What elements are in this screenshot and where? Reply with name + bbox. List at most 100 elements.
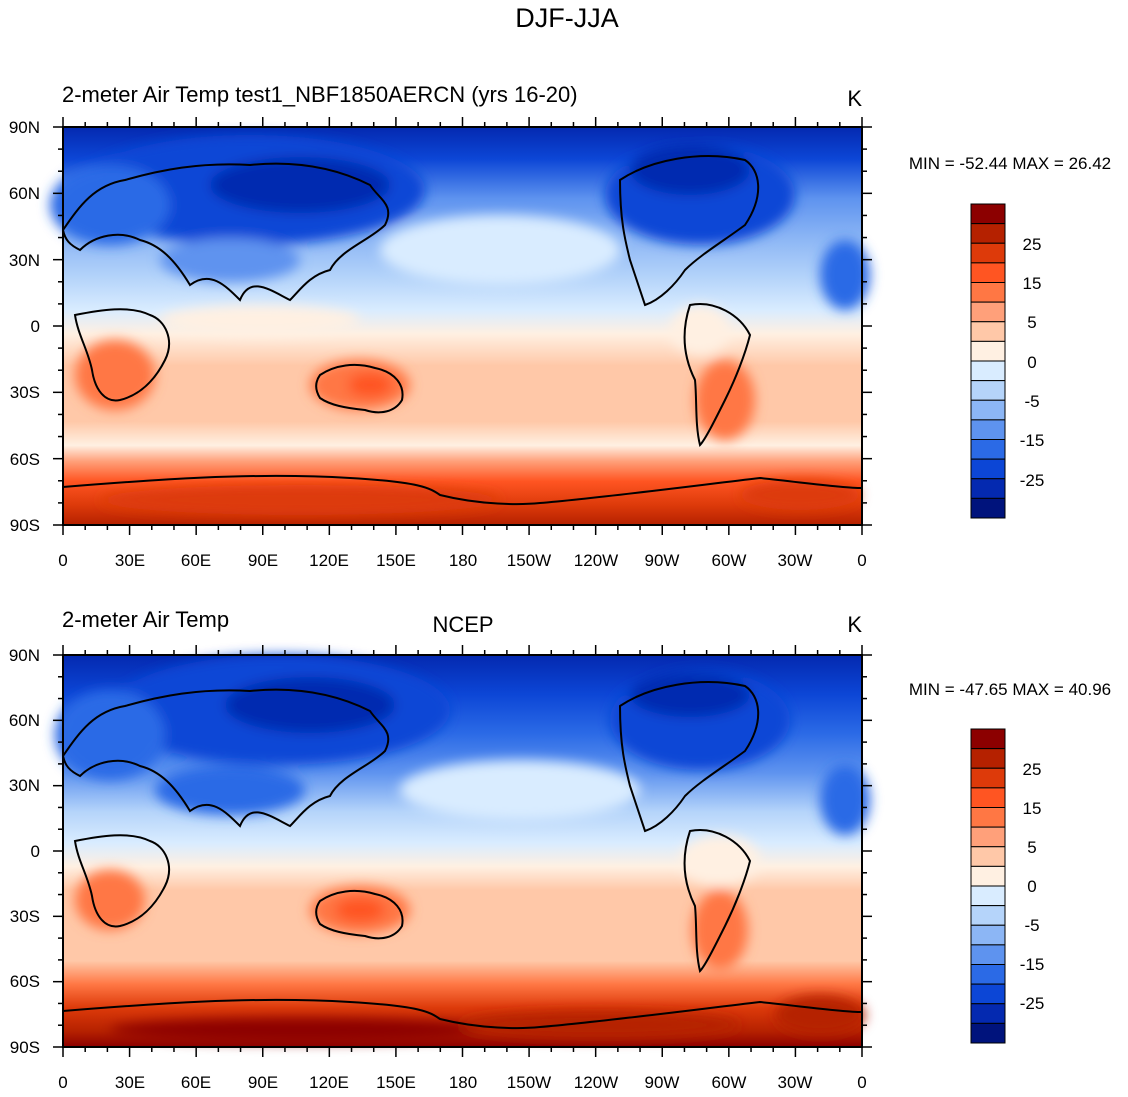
colorbar-label: -15 [1020,955,1045,974]
y-tick-label: 60N [9,184,40,203]
panel-1-stats: MIN = -52.44 MAX = 26.42 [909,154,1111,173]
y-tick-label: 30N [9,251,40,270]
colorbar-label: -15 [1020,431,1045,450]
colorbar-swatch [970,826,1006,848]
x-tick-label: 60E [181,551,211,570]
panel-2-y-tick-labels: 90N 60N 30N 0 30S 60S 90S [9,646,40,1057]
panel-2-colorbar-labels: 25 15 5 0 -5 -15 -25 [1020,760,1045,1013]
x-tick-label: 0 [857,1073,866,1092]
panel-2-x-tick-labels: 0 30E 60E 90E 120E 150E 180 150W 120W 90… [58,1073,866,1092]
panel-1-y-tick-labels: 90N 60N 30N 0 30S 60S 90S [9,118,40,535]
colorbar-label: -25 [1020,994,1045,1013]
x-tick-label: 60E [181,1073,211,1092]
panel-2-map [55,655,870,1047]
y-tick-label: 30N [9,776,40,795]
panel-2-temperature-anomalies [55,655,870,1042]
colorbar-label: -5 [1024,392,1039,411]
y-tick-label: 60N [9,711,40,730]
colorbar-swatch [970,262,1006,283]
colorbar-swatch [970,380,1006,401]
panel-1-colorbar-labels: 25 15 5 0 -5 -15 -25 [1020,235,1045,490]
x-tick-label: 90W [645,1073,680,1092]
panel-1-x-tick-labels: 0 30E 60E 90E 120E 150E 180 150W 120W 90… [58,551,866,570]
figure-title: DJF-JJA [515,3,619,33]
colorbar-swatch [970,865,1006,887]
x-tick-label: 30E [115,551,145,570]
x-tick-label: 90E [248,1073,278,1092]
colorbar-swatch [970,301,1006,323]
panel-1-map [50,127,870,525]
colorbar-swatch [970,787,1006,808]
colorbar-swatch [970,905,1006,926]
x-tick-label: 60W [712,1073,747,1092]
colorbar-label: 5 [1027,313,1036,332]
colorbar-swatch [970,242,1006,264]
colorbar-label: 15 [1023,799,1042,818]
colorbar-swatch [970,399,1006,421]
colorbar-swatch [970,321,1006,342]
colorbar-swatch [970,807,1006,828]
colorbar-swatch [970,846,1006,867]
panel-2-ticks [53,645,872,1057]
x-tick-label: 120E [309,1073,349,1092]
x-tick-label: 120E [309,551,349,570]
colorbar-swatch [970,282,1006,303]
y-tick-label: 30S [10,383,40,402]
colorbar-swatch [970,360,1006,382]
x-tick-label: 0 [857,551,866,570]
x-tick-label: 180 [449,551,477,570]
colorbar-swatch [970,340,1006,362]
x-tick-label: 150E [376,551,416,570]
x-tick-label: 0 [58,551,67,570]
panel-1-colorbar [970,203,1006,519]
y-tick-label: 0 [31,317,40,336]
colorbar-swatch [970,478,1006,499]
colorbar-swatch [970,983,1006,1005]
panel-1-units: K [847,86,862,111]
x-tick-label: 180 [449,1073,477,1092]
colorbar-swatch [970,458,1006,480]
panel-2-center-title: NCEP [432,612,493,637]
colorbar-swatch [970,439,1006,460]
x-tick-label: 30W [778,1073,813,1092]
colorbar-label: 15 [1023,274,1042,293]
colorbar-swatch [970,203,1006,225]
y-tick-label: 90S [10,1038,40,1057]
panel-2-units: K [847,612,862,637]
y-tick-label: 90N [9,646,40,665]
x-tick-label: 60W [712,551,747,570]
x-tick-label: 150W [507,551,551,570]
y-tick-label: 60S [10,972,40,991]
colorbar-swatch [970,1022,1006,1044]
colorbar-swatch [970,223,1006,244]
y-tick-label: 0 [31,842,40,861]
colorbar-swatch [970,728,1006,750]
colorbar-swatch [970,748,1006,769]
colorbar-label: 25 [1023,760,1042,779]
x-tick-label: 30W [778,551,813,570]
x-tick-label: 150E [376,1073,416,1092]
colorbar-label: -25 [1020,471,1045,490]
colorbar-swatch [970,1003,1006,1024]
x-tick-label: 150W [507,1073,551,1092]
panel-1-left-title: 2-meter Air Temp test1_NBF1850AERCN (yrs… [62,82,578,107]
colorbar-swatch [970,964,1006,985]
x-tick-label: 90W [645,551,680,570]
colorbar-swatch [970,885,1006,907]
colorbar-label: -5 [1024,916,1039,935]
y-tick-label: 90N [9,118,40,137]
panel-2-left-title: 2-meter Air Temp [62,607,229,632]
colorbar-swatch [970,944,1006,965]
x-tick-label: 120W [574,551,618,570]
colorbar-swatch [970,924,1006,946]
panel-2-coastlines [61,681,863,1030]
x-tick-label: 0 [58,1073,67,1092]
colorbar-swatch [970,419,1006,440]
x-tick-label: 120W [574,1073,618,1092]
x-tick-label: 90E [248,551,278,570]
panel-1-coastlines [61,155,863,506]
colorbar-label: 0 [1027,877,1036,896]
colorbar-swatch [970,767,1006,789]
colorbar-label: 0 [1027,353,1036,372]
